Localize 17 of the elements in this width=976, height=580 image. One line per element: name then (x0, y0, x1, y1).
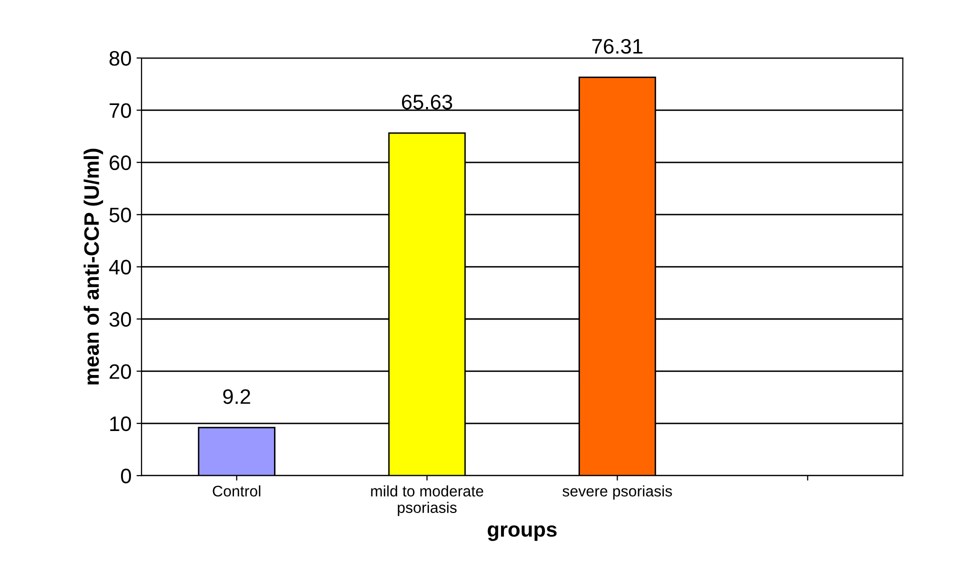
x-axis-title: groups (488, 525, 557, 541)
data-label: 9.2 (223, 389, 250, 404)
y-tick-label: 60 (110, 155, 131, 170)
y-axis-title: mean of anti-CCP (U/ml) (84, 148, 104, 384)
y-tick-label: 80 (110, 51, 131, 66)
y-tick-label: 70 (110, 103, 131, 118)
y-tick-label: 40 (109, 260, 131, 275)
y-tick-label: 10 (110, 416, 131, 432)
x-tick-label: mild to moderate psoriasis (371, 485, 484, 516)
data-label: 65.63 (402, 94, 452, 110)
data-label: 76.31 (592, 38, 642, 54)
x-tick-label: severe psoriasis (562, 485, 672, 500)
y-tick-label: 30 (109, 312, 131, 327)
x-tick-label: Control (212, 485, 260, 497)
y-tick-label: 20 (110, 364, 131, 379)
y-tick-label: 0 (121, 468, 131, 484)
y-tick-label: 50 (109, 208, 131, 222)
